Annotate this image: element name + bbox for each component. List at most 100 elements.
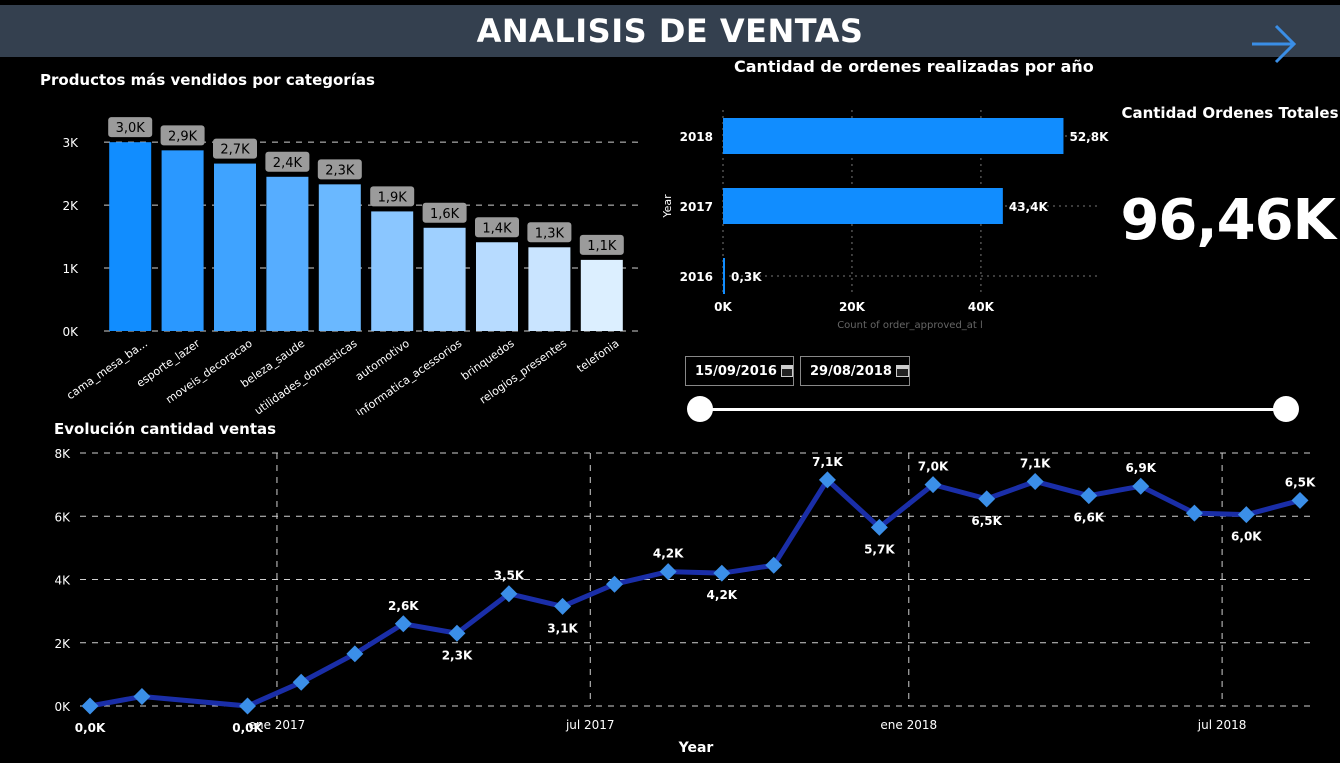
line-point-label: 6,5K (971, 514, 1002, 528)
line-point-marker[interactable] (1291, 491, 1309, 509)
line-point-marker[interactable] (659, 563, 677, 581)
line-point-label: 5,7K (864, 542, 895, 556)
bar-category-label: cama_mesa_ba... (64, 337, 150, 402)
hbar-category-label: 2016 (680, 270, 713, 284)
bar-data-label: 3,0K (116, 121, 146, 136)
line-point-label: 7,0K (918, 460, 949, 474)
bar-ytick-label: 0K (62, 325, 79, 339)
bar-esporte_lazer[interactable] (161, 150, 204, 331)
line-xlabel: Year (678, 740, 714, 756)
bar-data-label-bg (265, 151, 310, 172)
hbar-bar-2016[interactable] (723, 258, 725, 294)
calendar-icon[interactable] (895, 365, 909, 377)
slider-start-handle[interactable] (687, 396, 713, 422)
line-point-marker[interactable] (1237, 506, 1255, 524)
bar-cama_mesa_ba...[interactable] (109, 142, 152, 331)
hbar-ylabel: Year (661, 194, 674, 219)
line-point-marker[interactable] (924, 476, 942, 494)
bar-automotivo[interactable] (371, 211, 414, 331)
line-point-marker[interactable] (818, 471, 836, 489)
date-range-slider-track[interactable] (700, 408, 1286, 411)
header-bar: ANALISIS DE VENTAS (0, 5, 1340, 57)
line-xtick-label: jul 2017 (565, 718, 615, 732)
line-point-label: 0,0K (75, 721, 106, 735)
bar-data-label: 1,9K (378, 190, 408, 205)
bar-utilidades_domesticas[interactable] (318, 184, 361, 331)
line-point-marker[interactable] (239, 697, 257, 715)
calendar-icon[interactable] (780, 365, 793, 377)
line-point-label: 0,0K (232, 721, 263, 735)
slider-end-handle[interactable] (1273, 396, 1299, 422)
bar-data-label: 2,4K (273, 156, 303, 171)
hbar-category-label: 2017 (680, 200, 713, 214)
line-point-marker[interactable] (978, 490, 996, 508)
start-date-input[interactable]: 15/09/2016 (685, 356, 794, 386)
bar-relogios_presentes[interactable] (528, 247, 571, 331)
bar-data-label: 1,1K (587, 239, 617, 254)
line-xtick-label: ene 2018 (880, 718, 937, 732)
line-ytick-label: 6K (54, 510, 71, 524)
line-point-label: 6,9K (1125, 461, 1156, 475)
orders-by-year-chart: 0K 20K 40K 2018 52,8K 2017 43,4K 2016 0,3K Year Co… (661, 110, 1109, 331)
line-point-marker[interactable] (554, 597, 572, 615)
bar-data-label-bg (317, 159, 362, 180)
line-point-marker[interactable] (292, 673, 310, 691)
bar-data-label-bg (475, 217, 519, 238)
hbar-xtick-label: 20K (839, 300, 866, 314)
bar-ytick-label: 3K (62, 136, 79, 150)
start-date-value: 15/09/2016 (695, 363, 777, 379)
hbar-xtick-label: 40K (968, 300, 995, 314)
line-point-label: 4,2K (653, 547, 684, 561)
bar-moveis_decoracao[interactable] (214, 163, 256, 331)
bar-data-label-bg (213, 138, 257, 159)
bar-category-label: utilidades_domesticas (252, 337, 360, 415)
line-point-marker[interactable] (81, 697, 99, 715)
bar-data-label: 2,9K (168, 129, 198, 144)
bar-data-label-bg (108, 117, 153, 138)
bar-category-label: moveis_decoracao (163, 337, 254, 406)
bar-data-label-bg (370, 186, 415, 207)
line-point-marker[interactable] (1080, 487, 1098, 505)
line-point-marker[interactable] (133, 688, 151, 705)
line-point-label: 6,0K (1231, 530, 1262, 544)
line-ytick-label: 8K (54, 447, 71, 461)
orders-chart-title: Cantidad de ordenes realizadas por año (734, 57, 1094, 76)
line-point-marker[interactable] (606, 575, 623, 593)
sales-evolution-line-chart: 0K 2K 4K 6K 8K ene 2017 jul 2017 ene 2018 jul 20… (54, 447, 1316, 756)
line-point-marker[interactable] (765, 556, 783, 574)
line-ytick-label: 0K (54, 700, 71, 714)
line-point-marker[interactable] (394, 615, 412, 633)
bar-data-label: 1,3K (535, 226, 565, 241)
bar-data-label: 1,6K (430, 207, 460, 222)
bar-data-label-bg (160, 125, 205, 146)
page-title: ANALISIS DE VENTAS (476, 12, 864, 50)
line-xtick-label: ene 2017 (249, 718, 306, 732)
line-point-label: 3,1K (547, 621, 578, 635)
end-date-input[interactable]: 29/08/2018 (800, 356, 910, 386)
arrow-right-icon[interactable] (1248, 22, 1300, 66)
line-point-label: 7,1K (1020, 456, 1051, 470)
bar-brinquedos[interactable] (476, 242, 518, 331)
line-point-marker[interactable] (1185, 504, 1203, 522)
line-point-label: 6,5K (1285, 475, 1316, 489)
hbar-data-label: 52,8K (1069, 130, 1109, 144)
line-point-label: 4,2K (707, 588, 738, 602)
line-point-marker[interactable] (1026, 472, 1044, 490)
hbar-xtick-label: 0K (714, 300, 732, 314)
bar-beleza_saude[interactable] (266, 176, 309, 331)
hbar-bar-2017[interactable] (723, 188, 1003, 224)
hbar-bar-2018[interactable] (723, 118, 1064, 154)
line-point-marker[interactable] (713, 564, 731, 582)
line-point-marker[interactable] (870, 518, 888, 536)
bar-data-label-bg (422, 202, 467, 223)
line-point-marker[interactable] (1132, 477, 1150, 495)
line-point-marker[interactable] (346, 645, 364, 663)
line-ytick-label: 4K (54, 574, 71, 588)
bar-category-label: telefonia (575, 337, 622, 375)
bar-informatica_acessorios[interactable] (423, 227, 466, 331)
bar-data-label: 2,3K (325, 163, 355, 178)
bar-data-label-bg (579, 234, 624, 255)
bar-telefonia[interactable] (580, 259, 623, 331)
category-bar-chart: 0K1K2K3K3,0Kcama_mesa_ba...2,9Kesporte_l… (62, 117, 640, 415)
bar-data-label: 2,7K (220, 143, 250, 158)
